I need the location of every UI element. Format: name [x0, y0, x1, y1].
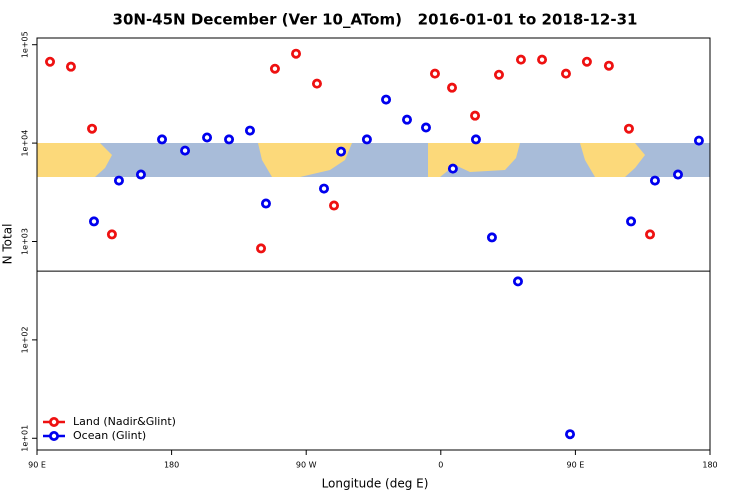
- map-strip: [37, 143, 710, 177]
- legend-label: Ocean (Glint): [73, 429, 146, 442]
- point: [515, 54, 526, 65]
- point: [447, 163, 458, 174]
- point: [87, 123, 98, 134]
- point: [565, 429, 576, 440]
- point: [649, 175, 660, 186]
- point: [537, 54, 548, 65]
- point: [486, 232, 497, 243]
- point: [560, 68, 571, 79]
- y-tick-label: 1e+01: [21, 425, 30, 452]
- point: [318, 183, 329, 194]
- y-axis-title: N Total: [1, 224, 15, 265]
- point: [493, 69, 504, 80]
- point: [106, 229, 117, 240]
- point: [402, 114, 413, 125]
- chart-title: 30N-45N December (Ver 10_ATom) 2016-01-0…: [113, 11, 638, 29]
- point: [291, 48, 302, 59]
- point: [180, 145, 191, 156]
- point: [336, 146, 347, 157]
- point: [45, 56, 56, 67]
- point: [88, 216, 99, 227]
- point: [361, 134, 372, 145]
- point: [512, 276, 523, 287]
- legend-label: Land (Nadir&Glint): [73, 415, 176, 428]
- point: [113, 175, 124, 186]
- point: [157, 134, 168, 145]
- x-tick-label: 180: [702, 461, 717, 470]
- y-tick-label: 1e+04: [21, 130, 30, 157]
- point: [224, 134, 235, 145]
- point: [256, 243, 267, 254]
- point: [135, 169, 146, 180]
- point: [581, 56, 592, 67]
- point: [420, 122, 431, 133]
- point: [645, 229, 656, 240]
- x-tick-label: 90 W: [296, 461, 317, 470]
- legend-marker: [49, 430, 60, 441]
- point: [311, 78, 322, 89]
- point: [260, 198, 271, 209]
- x-tick-label: 0: [438, 461, 443, 470]
- point: [65, 61, 76, 72]
- y-tick-label: 1e+02: [21, 326, 30, 353]
- point: [381, 94, 392, 105]
- x-tick-label: 90 E: [28, 461, 46, 470]
- x-tick-label: 90 E: [567, 461, 585, 470]
- legend-marker: [49, 416, 60, 427]
- point: [693, 135, 704, 146]
- point: [202, 132, 213, 143]
- point: [429, 68, 440, 79]
- plot-frame: [36, 37, 711, 451]
- point: [470, 110, 481, 121]
- y-tick-label: 1e+05: [21, 31, 30, 58]
- x-tick-label: 180: [164, 461, 179, 470]
- point: [329, 200, 340, 211]
- point: [626, 216, 637, 227]
- point: [269, 63, 280, 74]
- point: [603, 60, 614, 71]
- x-axis-title: Longitude (deg E): [322, 477, 429, 491]
- y-tick-label: 1e+03: [21, 228, 30, 255]
- point: [470, 134, 481, 145]
- point: [244, 125, 255, 136]
- point: [623, 123, 634, 134]
- point: [447, 82, 458, 93]
- point: [672, 169, 683, 180]
